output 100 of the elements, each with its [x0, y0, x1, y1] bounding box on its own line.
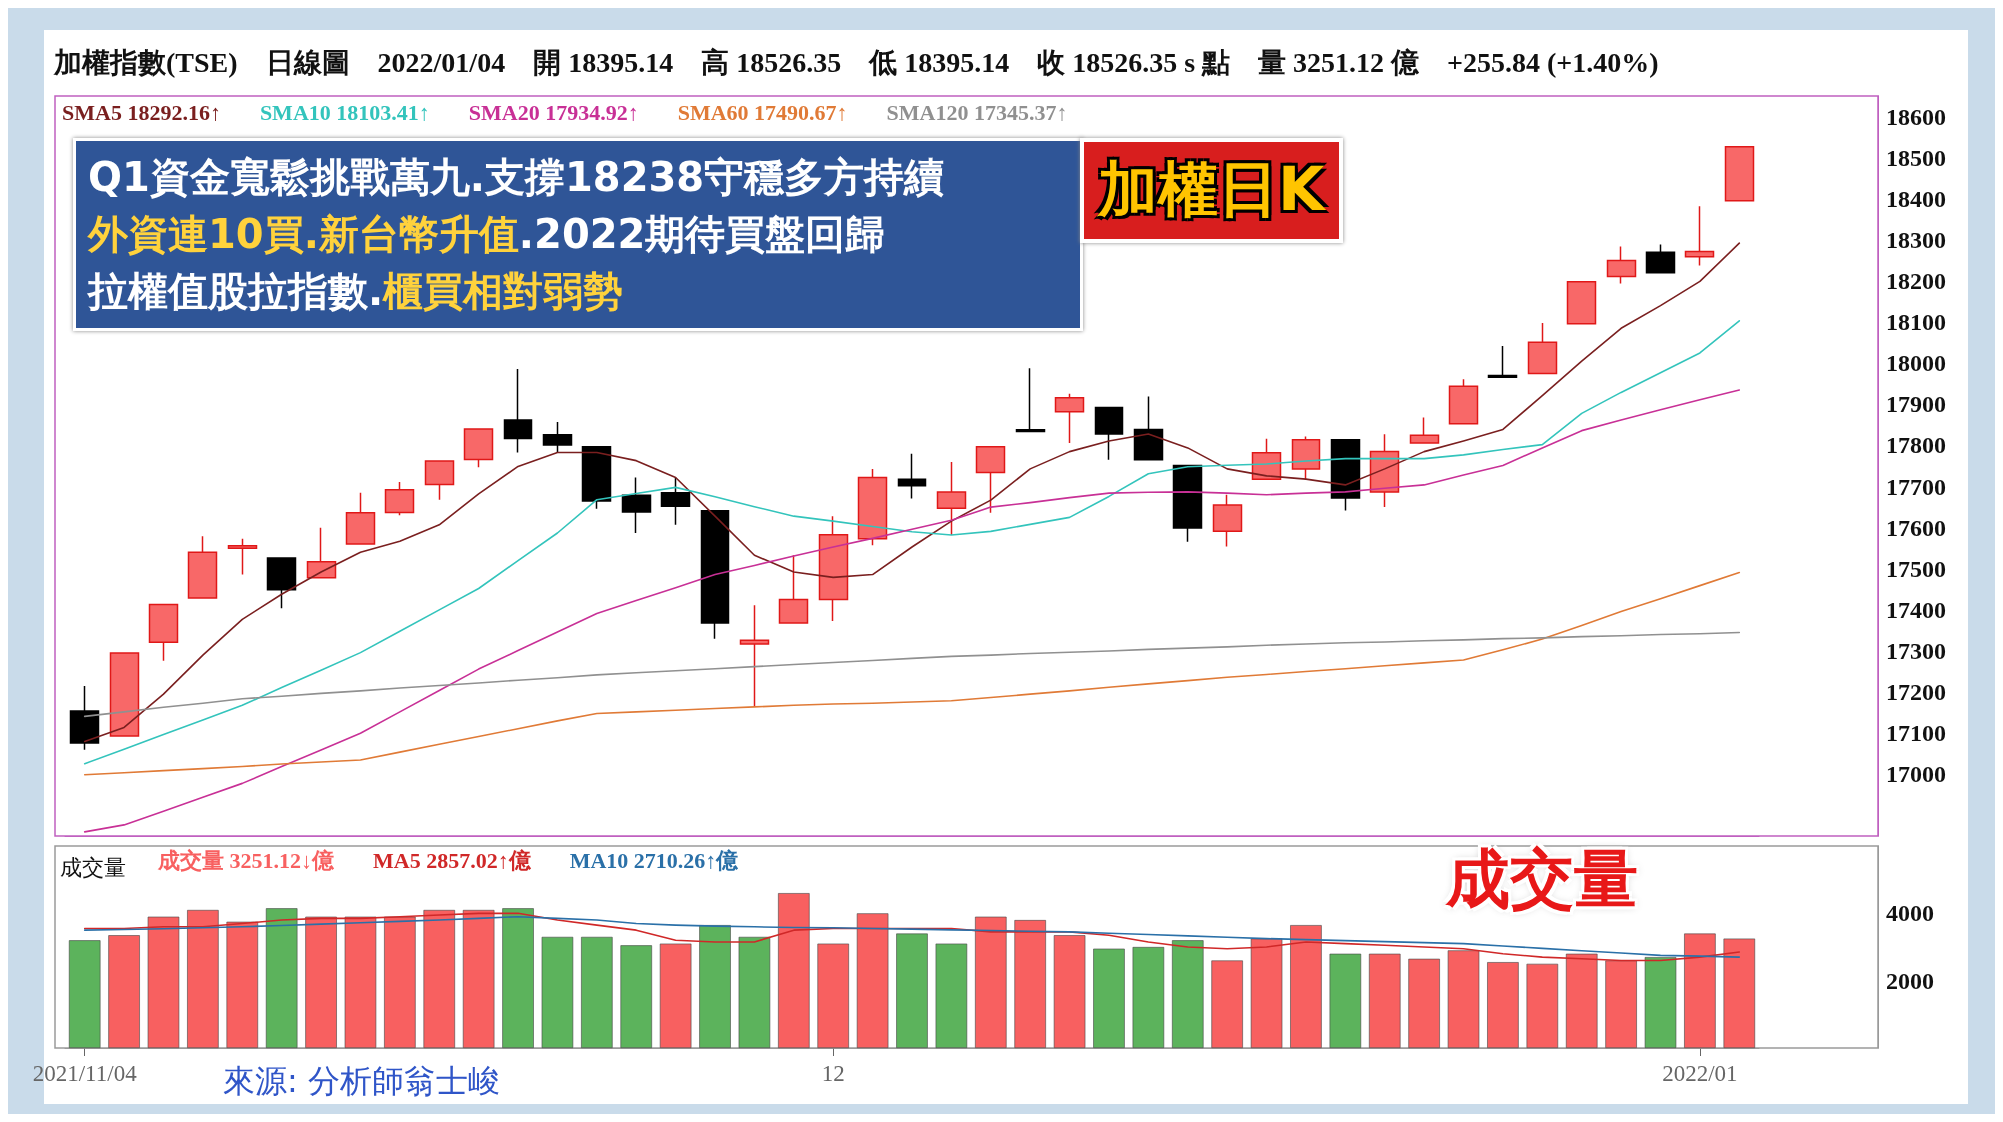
line-series: [83, 571, 1741, 776]
chart-title: 成交量: [1446, 841, 1638, 918]
candlestick: [936, 461, 967, 536]
bar: [1605, 960, 1637, 1048]
bar: [817, 943, 849, 1048]
annotation: 櫃買相對弱勢: [383, 268, 624, 314]
bar: [935, 943, 968, 1048]
bar: [1447, 950, 1480, 1048]
bar: [1684, 933, 1716, 1048]
bar: [975, 916, 1007, 1048]
x-tick-label: 12: [821, 1061, 845, 1086]
x-tick-label: 2022/01: [1662, 1061, 1738, 1086]
bar: [1644, 957, 1677, 1048]
y-axis-title: 成交量: [60, 854, 126, 882]
bar: [541, 936, 574, 1048]
bar: [305, 916, 337, 1048]
y-tick-label: 18300: [1886, 226, 1946, 253]
candlestick: [266, 557, 297, 609]
text: SMA10 18103.41↑: [259, 99, 430, 125]
text: 成交量 3251.12↓億: [157, 847, 335, 873]
candlestick: [1645, 243, 1676, 274]
bar: [620, 945, 652, 1048]
text: MA10 2710.26↑億: [569, 847, 740, 873]
candlestick: [187, 535, 218, 599]
candlestick: [1606, 245, 1637, 285]
candlestick: [503, 368, 533, 454]
bar: [896, 933, 928, 1048]
bar: [68, 940, 101, 1048]
candlestick: [1330, 438, 1361, 512]
y-tick-label: 2000: [1886, 967, 1934, 994]
y-tick-label: 17500: [1886, 555, 1946, 582]
candlestick: [424, 460, 455, 501]
bar: [699, 925, 731, 1048]
bar: [1565, 953, 1598, 1048]
candlestick: [660, 476, 691, 526]
y-tick-label: 17600: [1886, 514, 1946, 541]
bar: [187, 909, 219, 1048]
y-tick-label: 18400: [1886, 185, 1946, 212]
line-series: [83, 320, 1741, 765]
candlestick: [1094, 406, 1124, 461]
bar: [265, 908, 298, 1048]
bar: [856, 913, 889, 1048]
bar: [1211, 960, 1243, 1048]
y-tick-label: 17200: [1886, 679, 1946, 706]
y-tick-label: 4000: [1886, 900, 1934, 927]
bar: [659, 943, 692, 1048]
y-tick-label: 17700: [1886, 473, 1946, 500]
x-tick-label: 2021/11/04: [32, 1061, 138, 1086]
bar: [1250, 938, 1283, 1048]
candlestick: [1291, 435, 1321, 480]
candlestick: [818, 515, 849, 622]
text: SMA60 17490.67↑: [677, 99, 848, 125]
bar: [147, 916, 180, 1048]
candlestick: [1684, 205, 1715, 267]
bar: [778, 893, 810, 1048]
y-tick-label: 18100: [1886, 309, 1946, 336]
candlestick: [1448, 378, 1479, 425]
line-series: [83, 631, 1741, 718]
y-tick-label: 18600: [1886, 103, 1946, 130]
bar: [1723, 938, 1756, 1048]
bar: [226, 921, 259, 1048]
bar: [1368, 953, 1401, 1048]
bar: [1526, 963, 1559, 1048]
y-tick-label: 17800: [1886, 432, 1946, 459]
candlestick: [857, 468, 888, 547]
candlestick: [1172, 464, 1203, 543]
bar: [581, 936, 613, 1048]
bar: [1487, 962, 1519, 1048]
candlestick: [1527, 322, 1558, 375]
y-tick-label: 18000: [1886, 350, 1946, 377]
bar: [344, 916, 377, 1048]
bar: [384, 916, 416, 1048]
candlestick: [148, 603, 179, 662]
candlestick: [778, 554, 809, 624]
y-tick-label: 17100: [1886, 720, 1946, 747]
candlestick: [581, 445, 612, 510]
y-tick-label: 18500: [1886, 144, 1946, 171]
annotation: .2022期待買盤回歸: [518, 211, 886, 257]
text: SMA120 17345.37↑: [886, 99, 1068, 125]
bar: [1093, 948, 1125, 1048]
bar: [1014, 920, 1046, 1048]
bar: [462, 909, 495, 1048]
bar: [1329, 953, 1362, 1048]
candlestick: [345, 491, 376, 545]
series-label: MA5 2857.02↑億: [373, 847, 532, 873]
bar: [1408, 958, 1440, 1048]
candlestick: [109, 652, 140, 737]
bar: [1290, 925, 1322, 1048]
candlestick: [1409, 416, 1440, 444]
candlestick: [975, 445, 1006, 514]
annotation: Q1資金寬鬆挑戰萬九.支撐18238守穩多方持續: [88, 154, 945, 200]
candlestick: [1015, 367, 1046, 433]
bar: [108, 935, 140, 1048]
text: 來源: 分析師翁士峻: [223, 1061, 500, 1102]
candlestick: [1212, 494, 1243, 548]
bar: [738, 936, 771, 1048]
candlestick: [700, 510, 730, 640]
candlestick: [739, 604, 770, 708]
bar: [423, 909, 456, 1048]
candlestick: [1487, 345, 1518, 378]
